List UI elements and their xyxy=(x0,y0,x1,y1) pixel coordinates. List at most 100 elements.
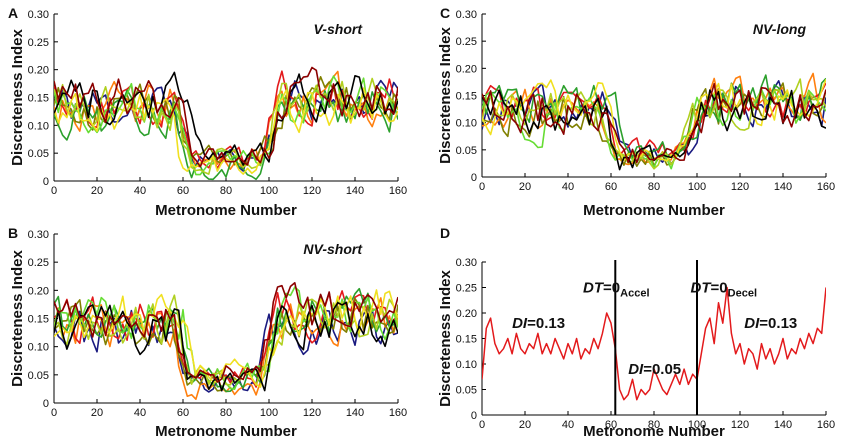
x-tick-label: 0 xyxy=(51,185,57,197)
x-tick-label: 20 xyxy=(91,185,103,197)
y-axis-label: Discreteness Index xyxy=(437,269,454,406)
x-tick-label: 40 xyxy=(134,185,146,197)
x-axis-label: Metronome Number xyxy=(583,202,725,219)
x-tick-label: 80 xyxy=(648,419,660,431)
series-group xyxy=(54,66,398,181)
x-tick-label: 160 xyxy=(389,407,407,419)
x-tick-label: 140 xyxy=(774,181,792,193)
x-tick-label: 100 xyxy=(260,185,278,197)
y-tick-label: 0.10 xyxy=(28,342,49,354)
y-axis-label: Discreteness Index xyxy=(9,28,26,165)
y-tick-label: 0.25 xyxy=(28,37,49,49)
panel-letter: C xyxy=(440,5,450,21)
di-annotation: DI=0.13 xyxy=(744,315,797,332)
participant-line xyxy=(54,71,398,166)
x-tick-label: 40 xyxy=(134,407,146,419)
condition-label: V-short xyxy=(314,21,364,37)
y-tick-label: 0.20 xyxy=(28,65,49,77)
panel-d: 0 20 40 60 80 100 120 140 160 0 0.05 0.10 0.15 0.20 0.… xyxy=(437,225,835,440)
x-tick-label: 140 xyxy=(346,185,364,197)
x-tick-label: 160 xyxy=(817,181,835,193)
participant-line xyxy=(482,83,826,164)
y-tick-label: 0 xyxy=(43,176,49,188)
x-axis-label: Metronome Number xyxy=(155,202,297,219)
y-tick-label: 0.30 xyxy=(28,9,49,21)
x-tick-label: 100 xyxy=(688,181,706,193)
participant-line xyxy=(54,66,398,168)
x-axis-label: Metronome Number xyxy=(583,423,725,440)
y-tick-label: 0.20 xyxy=(456,63,477,75)
x-tick-label: 140 xyxy=(346,407,364,419)
x-tick-label: 20 xyxy=(519,419,531,431)
x-axis-label: Metronome Number xyxy=(155,423,297,440)
participant-line xyxy=(54,87,398,175)
condition-label: NV-long xyxy=(753,21,807,37)
panel-a: 0 20 40 60 80 100 120 140 160 0 0.05 0.10 0.15 0.20 0.… xyxy=(8,5,407,219)
x-tick-label: 80 xyxy=(220,407,232,419)
dt-annotation: DT=0Accel xyxy=(583,280,649,300)
panel-c: 0 20 40 60 80 100 120 140 160 0 0.05 0.10 0.15 0.20 0.… xyxy=(437,5,835,219)
y-tick-label: 0.05 xyxy=(456,385,477,397)
condition-label: NV-short xyxy=(303,241,363,257)
y-tick-label: 0.20 xyxy=(456,308,477,320)
y-tick-label: 0.15 xyxy=(456,91,477,103)
y-tick-label: 0 xyxy=(471,410,477,422)
y-tick-label: 0.30 xyxy=(456,9,477,21)
x-tick-label: 60 xyxy=(177,407,189,419)
y-tick-label: 0.05 xyxy=(28,148,49,160)
di-annotation: DI=0.05 xyxy=(628,361,681,378)
y-tick-label: 0.15 xyxy=(456,334,477,346)
x-tick-label: 160 xyxy=(817,419,835,431)
x-tick-label: 60 xyxy=(605,419,617,431)
panel-letter: D xyxy=(440,225,450,241)
x-tick-label: 140 xyxy=(774,419,792,431)
y-axis-label: Discreteness Index xyxy=(9,249,26,386)
x-tick-label: 20 xyxy=(519,181,531,193)
x-tick-label: 0 xyxy=(479,181,485,193)
participant-line xyxy=(482,80,826,166)
y-tick-label: 0.10 xyxy=(28,120,49,132)
y-tick-label: 0.25 xyxy=(456,36,477,48)
x-tick-label: 20 xyxy=(91,407,103,419)
y-tick-label: 0.10 xyxy=(456,118,477,130)
x-tick-label: 80 xyxy=(220,185,232,197)
y-tick-label: 0.30 xyxy=(456,257,477,269)
x-tick-label: 40 xyxy=(562,181,574,193)
y-tick-label: 0.25 xyxy=(456,283,477,295)
y-tick-label: 0.30 xyxy=(28,229,49,241)
x-tick-label: 100 xyxy=(260,407,278,419)
panel-letter: A xyxy=(8,5,18,21)
participant-line xyxy=(54,289,398,388)
series-group xyxy=(482,286,826,401)
y-tick-label: 0 xyxy=(43,398,49,410)
participant-line xyxy=(482,82,826,158)
x-tick-label: 160 xyxy=(389,185,407,197)
y-tick-label: 0.15 xyxy=(28,93,49,105)
y-tick-label: 0.05 xyxy=(456,145,477,157)
panel-b: 0 20 40 60 80 100 120 140 160 0 0.05 0.10 0.15 0.20 0.… xyxy=(8,225,407,440)
y-tick-label: 0 xyxy=(471,172,477,184)
x-tick-label: 0 xyxy=(479,419,485,431)
participant-line xyxy=(54,281,398,383)
x-tick-label: 60 xyxy=(177,185,189,197)
x-tick-label: 40 xyxy=(562,419,574,431)
series-line xyxy=(482,286,826,401)
dt-annotation: DT=0Decel xyxy=(691,280,757,300)
panel-letter: B xyxy=(8,225,18,241)
x-tick-label: 120 xyxy=(303,185,321,197)
series-group xyxy=(482,72,826,171)
x-tick-label: 100 xyxy=(688,419,706,431)
y-tick-label: 0.15 xyxy=(28,314,49,326)
x-tick-label: 0 xyxy=(51,407,57,419)
y-axis-label: Discreteness Index xyxy=(437,26,454,163)
di-annotation: DI=0.13 xyxy=(512,315,565,332)
series-group xyxy=(54,281,398,401)
x-tick-label: 60 xyxy=(605,181,617,193)
x-tick-label: 120 xyxy=(731,181,749,193)
x-tick-label: 80 xyxy=(648,181,660,193)
y-tick-label: 0.20 xyxy=(28,285,49,297)
x-tick-label: 120 xyxy=(303,407,321,419)
x-tick-label: 120 xyxy=(731,419,749,431)
participant-line xyxy=(54,301,398,392)
